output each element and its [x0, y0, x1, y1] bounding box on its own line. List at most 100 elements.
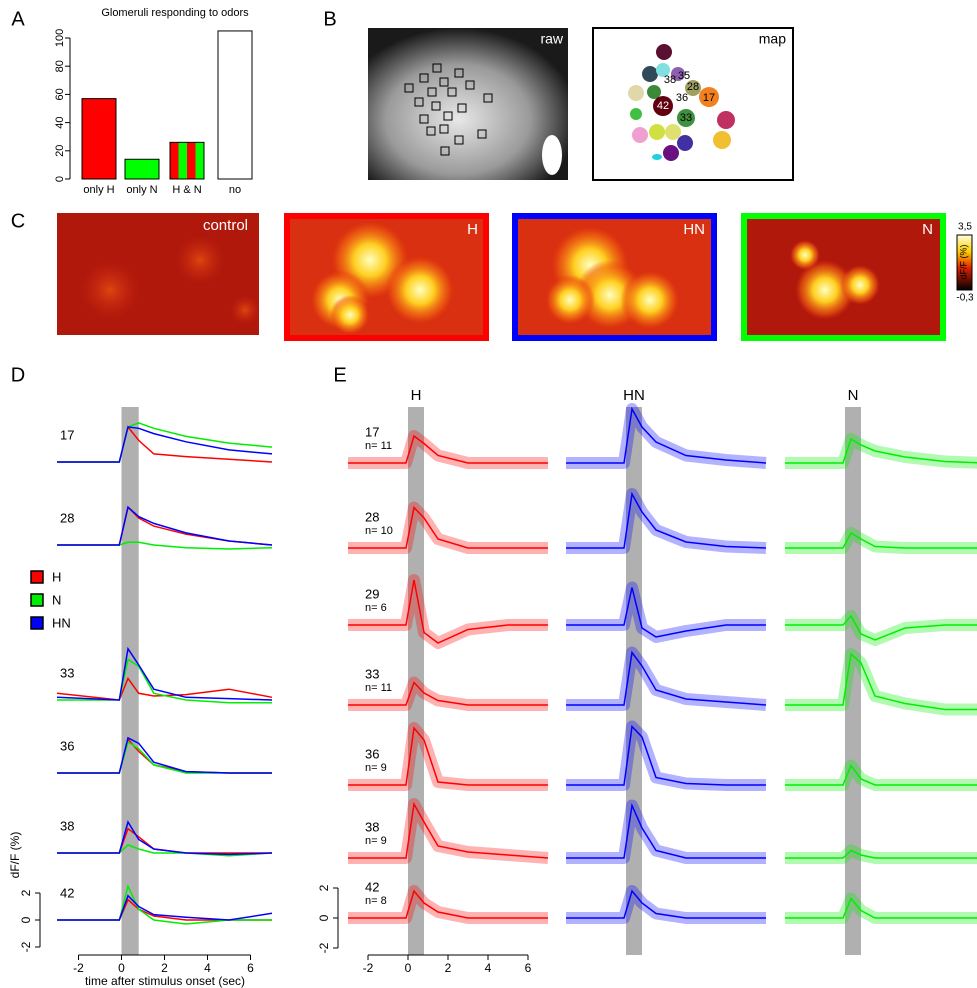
trace-band [566, 653, 766, 706]
bar-stripe [196, 142, 205, 179]
raw-image [368, 28, 568, 180]
x-tick-label: 0 [118, 961, 125, 975]
column-header: N [848, 387, 859, 404]
row-label: 29 [365, 586, 379, 601]
trace-band [566, 494, 766, 548]
trace [57, 678, 272, 700]
map-number: 28 [687, 81, 699, 93]
panel-label: A [11, 8, 25, 30]
row-label: 36 [365, 746, 379, 761]
trace-band [785, 533, 977, 548]
panel-label: C [11, 210, 25, 232]
x-tick-label: H & N [172, 184, 201, 196]
legend-label: HN [52, 615, 71, 630]
legend-label: N [52, 592, 61, 607]
trace-band [785, 439, 977, 463]
trace [57, 742, 272, 773]
map-frame [593, 28, 793, 180]
row-label: 42 [365, 879, 379, 894]
bar-stripe [179, 142, 188, 179]
row-label: 28 [60, 510, 74, 525]
row-n: n= 6 [365, 602, 387, 614]
column-header: HN [623, 387, 645, 404]
image-label: HN [683, 221, 705, 238]
legend-swatch [31, 571, 43, 583]
image-label: map [759, 31, 786, 47]
trace-band [785, 851, 977, 859]
legend-label: H [52, 569, 61, 584]
colorbar-label: dF/F (%) [958, 244, 968, 279]
row-label: 42 [60, 885, 74, 900]
y-tick-label: 100 [54, 29, 66, 47]
map-number: 36 [676, 92, 688, 104]
colorbar-min: -0,3 [956, 293, 974, 304]
row-label: 28 [365, 509, 379, 524]
trace-band [785, 616, 977, 640]
map-number: 38 [664, 74, 676, 86]
bar [82, 99, 116, 179]
bar-stripe [170, 142, 179, 179]
image-label: raw [540, 31, 563, 47]
y-tick-label: 0 [317, 914, 331, 921]
row-label: 36 [60, 738, 74, 753]
x-tick-label: 4 [204, 961, 211, 975]
bar [125, 159, 159, 179]
legend-swatch [31, 617, 43, 629]
y-axis-label: dF/F (%) [8, 832, 22, 879]
trace-band [566, 409, 766, 463]
legend-swatch [31, 594, 43, 606]
x-tick-label: 6 [247, 961, 254, 975]
row-label: 33 [60, 665, 74, 680]
panel-c-images [57, 213, 972, 338]
x-tick-label: no [229, 184, 241, 196]
x-tick-label: -2 [363, 961, 374, 975]
panel-label: D [11, 364, 25, 386]
x-tick-label: -2 [73, 961, 84, 975]
figure: ABCDErawmap38352836421733controlHHNN3,5-… [0, 0, 977, 988]
row-label: 38 [60, 818, 74, 833]
row-n: n= 11 [365, 440, 392, 452]
map-number: 17 [703, 92, 715, 104]
row-n: n= 8 [365, 895, 387, 907]
trace-band [566, 806, 766, 859]
colorbar-max: 3,5 [958, 222, 972, 233]
row-label: 17 [365, 424, 379, 439]
x-tick-label: 4 [485, 961, 492, 975]
bar-stripe [187, 142, 196, 179]
x-tick-label: only N [126, 184, 157, 196]
trace-band [566, 727, 766, 786]
trace [57, 822, 272, 854]
trace [57, 649, 272, 700]
panel-label: E [333, 364, 346, 386]
trace-band [566, 891, 766, 918]
row-n: n= 10 [365, 525, 393, 537]
x-tick-label: 6 [525, 961, 532, 975]
x-axis-label: time after stimulus onset (sec) [85, 974, 245, 988]
trace [57, 896, 272, 920]
y-tick-label: -2 [19, 941, 33, 952]
row-label: 33 [365, 666, 379, 681]
trace [57, 423, 272, 462]
x-tick-label: 2 [445, 961, 452, 975]
x-tick-label: 0 [405, 961, 412, 975]
bar [218, 31, 252, 179]
y-tick-label: -2 [317, 942, 331, 953]
y-tick-label: 40 [54, 116, 66, 128]
map-number: 42 [657, 100, 669, 112]
trace [57, 900, 272, 920]
y-tick-label: 60 [54, 88, 66, 100]
image-label: N [922, 221, 933, 238]
x-tick-label: 2 [161, 961, 168, 975]
row-n: n= 9 [365, 835, 387, 847]
panel-label: B [323, 8, 336, 30]
trace-band [785, 899, 977, 919]
image-label: H [467, 221, 478, 238]
trace-band [785, 766, 977, 786]
trace-band [566, 588, 766, 638]
map-number: 33 [680, 112, 692, 124]
trace [57, 829, 272, 853]
column-header: H [411, 387, 422, 404]
y-tick-label: 20 [54, 145, 66, 157]
y-tick-label: 80 [54, 60, 66, 72]
row-label: 38 [365, 819, 379, 834]
